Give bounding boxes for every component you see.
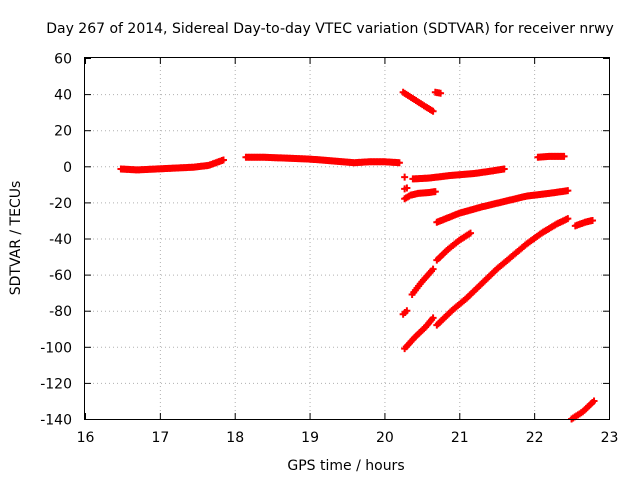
x-tick-labels: 16 17 18 19 20 21 22 23	[77, 430, 619, 446]
y-tick-label: -40	[49, 232, 72, 248]
x-tick-label: 19	[301, 430, 319, 446]
data-point	[429, 265, 437, 273]
plot-frame	[84, 57, 610, 420]
y-axis-title: SDTVAR / TECUs	[8, 181, 24, 296]
data-point	[403, 184, 411, 192]
x-tick-label: 22	[526, 430, 544, 446]
x-tick-label: 23	[601, 430, 619, 446]
y-tick-label: -80	[49, 304, 72, 320]
chart-title: Day 267 of 2014, Sidereal Day-to-day VTE…	[46, 21, 614, 37]
data-point	[395, 159, 403, 167]
data-point	[429, 314, 437, 322]
y-tick-labels: 60 40 20 0 -20 -40 -60 -80 -100 -120 -140	[40, 52, 72, 429]
y-tick-label: -120	[40, 376, 72, 392]
data-point	[403, 307, 411, 315]
data-point	[589, 216, 597, 224]
x-tick-label: 17	[151, 430, 169, 446]
x-tick-label: 21	[451, 430, 469, 446]
data-point	[467, 229, 475, 237]
data-point	[401, 173, 409, 181]
data-point	[219, 156, 227, 164]
y-tick-label: -20	[49, 196, 72, 212]
x-tick-label: 20	[376, 430, 394, 446]
data-point	[590, 397, 598, 405]
y-tick-label: 20	[54, 124, 72, 140]
x-tick-label: 18	[226, 430, 244, 446]
y-tick-label: -100	[40, 340, 72, 356]
data-point	[560, 152, 568, 160]
y-tick-label: -140	[40, 413, 72, 429]
y-tick-label: 60	[54, 52, 72, 68]
data-point	[437, 89, 445, 97]
x-axis-title: GPS time / hours	[287, 458, 404, 474]
data-points	[117, 88, 598, 423]
y-tick-label: 0	[63, 160, 72, 176]
y-tick-label: 40	[54, 88, 72, 104]
data-point	[500, 165, 508, 173]
data-point	[429, 107, 437, 115]
data-point	[431, 188, 439, 196]
data-point	[564, 187, 572, 195]
x-tick-label: 16	[77, 430, 95, 446]
data-point	[564, 215, 572, 223]
y-tick-label: -60	[49, 268, 72, 284]
